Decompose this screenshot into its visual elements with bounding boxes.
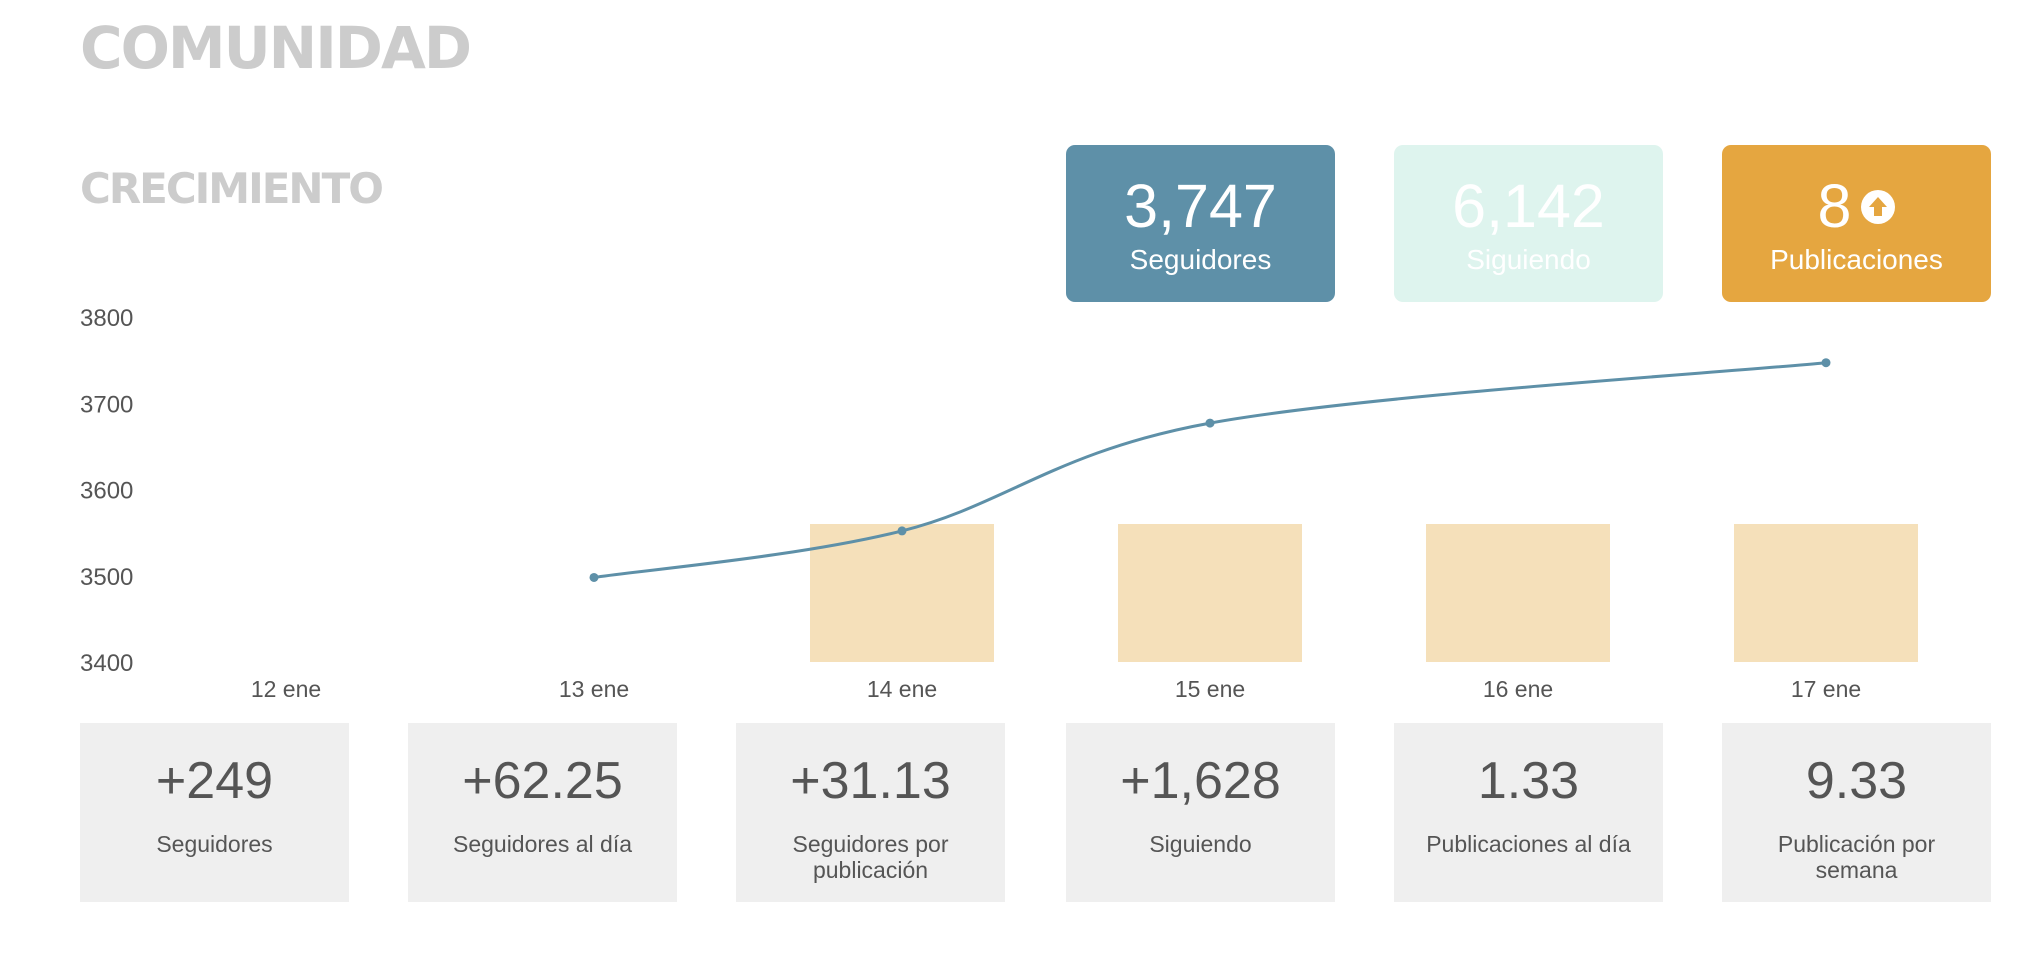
- data-point: [589, 572, 599, 582]
- metric-label: Siguiendo: [1149, 831, 1252, 857]
- x-tick-label: 15 ene: [1175, 676, 1245, 702]
- x-tick-label: 17 ene: [1791, 676, 1861, 702]
- data-point: [1821, 358, 1831, 368]
- metric-label: Seguidores por publicación: [792, 831, 949, 883]
- y-tick-label: 3700: [80, 391, 133, 418]
- metric-value: +62.25: [462, 752, 623, 810]
- y-tick-label: 3400: [80, 650, 133, 677]
- stat-value: 8: [1817, 172, 1852, 240]
- data-point: [1205, 418, 1215, 428]
- y-tick-label: 3600: [80, 478, 133, 505]
- bar: [810, 524, 994, 662]
- stat-value: 6,142: [1452, 172, 1605, 240]
- stat-label: Seguidores: [1129, 244, 1272, 275]
- x-tick-label: 12 ene: [251, 676, 321, 702]
- arrow-up-circle-icon: [1861, 189, 1896, 224]
- growth-chart: 3400 3500 3600 3700 3800 12 ene 13 ene 14 ene 15…: [80, 305, 1918, 702]
- stat-card-seguidores[interactable]: 3,747 Seguidores: [1066, 145, 1335, 302]
- metric-card-publicaciones-al-dia: 1.33 Publicaciones al día: [1394, 723, 1663, 902]
- stat-card-siguiendo[interactable]: 6,142 Siguiendo: [1394, 145, 1663, 302]
- section-title: CRECIMIENTO: [80, 164, 384, 213]
- stat-value: 3,747: [1124, 172, 1277, 240]
- metric-value: 1.33: [1477, 752, 1580, 810]
- bar: [1734, 524, 1918, 662]
- metric-label: Publicación por semana: [1777, 831, 1936, 883]
- x-tick-label: 13 ene: [559, 676, 629, 702]
- metric-value: +249: [155, 752, 274, 810]
- metric-value: +31.13: [790, 752, 951, 810]
- metric-card-siguiendo: +1,628 Siguiendo: [1066, 723, 1335, 902]
- x-tick-label: 14 ene: [867, 676, 937, 702]
- metric-value: +1,628: [1120, 752, 1281, 810]
- series-line: [593, 361, 1827, 579]
- metric-label: Seguidores al día: [452, 831, 632, 857]
- data-point: [897, 526, 907, 536]
- stat-label: Siguiendo: [1466, 244, 1591, 275]
- y-tick-label: 3800: [80, 305, 133, 332]
- page-title: COMUNIDAD: [80, 14, 472, 82]
- metric-card-publicacion-por-semana: 9.33 Publicación por semana: [1722, 723, 1991, 902]
- metric-value: 9.33: [1805, 752, 1908, 810]
- stat-card-publicaciones[interactable]: 8 Publicaciones: [1722, 145, 1991, 302]
- bar: [1118, 524, 1302, 662]
- metric-card-seguidores-por-publicacion: +31.13 Seguidores por publicación: [736, 723, 1005, 902]
- x-tick-label: 16 ene: [1483, 676, 1553, 702]
- metric-card-seguidores: +249 Seguidores: [80, 723, 349, 902]
- metric-card-seguidores-al-dia: +62.25 Seguidores al día: [408, 723, 677, 902]
- stat-label: Publicaciones: [1770, 244, 1943, 275]
- bar: [1426, 524, 1610, 662]
- y-tick-label: 3500: [80, 564, 133, 591]
- metric-label: Publicaciones al día: [1426, 831, 1631, 857]
- stat-value-wrap: 8: [1722, 145, 1991, 237]
- metric-label: Seguidores: [156, 831, 273, 857]
